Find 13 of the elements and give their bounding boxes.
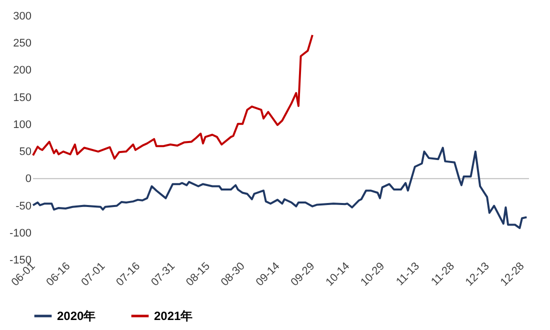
line-series (32, 34, 314, 160)
y-tick-label: 0 (25, 173, 32, 186)
y-tick-label: 250 (13, 38, 32, 50)
y-tick-label: 50 (19, 146, 32, 158)
y-tick-label: 150 (13, 92, 32, 104)
y-tick-label: 300 (13, 10, 32, 22)
y-tick-label: -50 (16, 200, 32, 212)
y-tick-label: 200 (13, 64, 32, 77)
line-series (32, 146, 528, 230)
legend-label: 2020年 (57, 309, 96, 323)
legend-label: 2021年 (154, 309, 193, 323)
y-tick-label: -100 (9, 227, 32, 240)
y-tick-label: 100 (13, 118, 32, 131)
